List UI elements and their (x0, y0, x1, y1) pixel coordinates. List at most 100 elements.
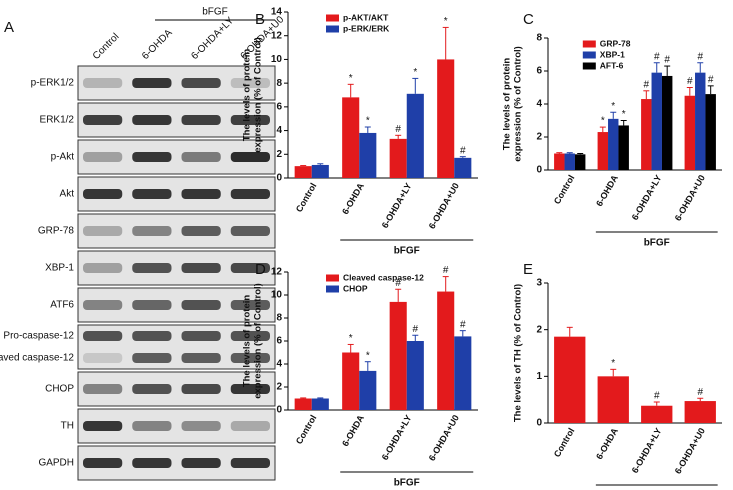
x-tick-label: Control (294, 413, 319, 446)
blot-band (83, 226, 123, 236)
blot-band (83, 189, 123, 199)
legend-swatch (326, 25, 339, 33)
blot-row-label: p-Akt (51, 152, 75, 163)
significance-marker: # (697, 387, 703, 398)
bar (406, 341, 424, 410)
x-tick-label: Control (294, 181, 319, 214)
legend-label: Cleaved caspase-12 (343, 272, 424, 282)
x-tick-label: Control (552, 173, 577, 206)
y-axis-label: The levels of protein (502, 58, 513, 151)
legend-swatch (326, 274, 339, 282)
significance-marker: # (644, 79, 650, 90)
blot-band (230, 353, 270, 363)
bar (705, 94, 716, 170)
significance-marker: # (443, 265, 449, 276)
blot-row-label: Pro-caspase-12 (3, 331, 74, 342)
blot-band (83, 263, 123, 273)
blot-band (132, 331, 172, 341)
significance-marker: * (611, 358, 615, 369)
bar (389, 138, 407, 178)
significance-marker: * (349, 333, 353, 344)
bar (641, 99, 652, 170)
significance-marker: # (460, 319, 466, 330)
blot-band (230, 384, 270, 394)
x-tick-label: 6-OHDA+LY (630, 173, 664, 222)
blot-band (83, 331, 123, 341)
legend-label: AFT-6 (600, 60, 624, 70)
bar (597, 132, 609, 170)
x-tick-label: 6-OHDA (340, 413, 366, 448)
blot-band (230, 263, 270, 273)
blot-band (132, 189, 172, 199)
blot-band (132, 384, 172, 394)
y-tick-label: 8 (536, 33, 542, 44)
significance-marker: # (413, 324, 419, 335)
significance-marker: * (444, 16, 448, 27)
y-tick-label: 6 (276, 336, 282, 347)
bar (359, 132, 377, 178)
blot-band (181, 384, 221, 394)
significance-marker: # (654, 51, 660, 62)
legend-label: XBP-1 (600, 49, 625, 59)
significance-marker: * (601, 116, 605, 127)
blot-band (83, 300, 123, 310)
y-tick-label: 12 (271, 267, 283, 278)
blot-row-label: Akt (60, 189, 75, 200)
y-tick-label: 4 (276, 125, 282, 136)
blot-band (83, 384, 123, 394)
blot-band (181, 152, 221, 162)
bar (342, 352, 360, 410)
bar (597, 376, 629, 423)
blot-band (230, 458, 270, 468)
group-label: bFGF (394, 246, 420, 257)
bar (661, 75, 673, 170)
blot-band (83, 353, 123, 363)
y-tick-label: 2 (536, 324, 542, 335)
significance-marker: # (697, 51, 703, 62)
blot-band (230, 300, 270, 310)
significance-marker: # (460, 145, 466, 156)
bar (608, 118, 619, 170)
blot-band (230, 421, 270, 431)
blot-band (230, 226, 270, 236)
x-tick-label: 6-OHDA+U0 (427, 413, 461, 462)
y-tick-label: 0 (536, 418, 542, 429)
bar (342, 97, 360, 178)
y-tick-label: 0 (536, 165, 542, 176)
bar (454, 157, 472, 178)
bar (554, 336, 586, 423)
blot-band (181, 189, 221, 199)
legend-label: p-ERK/ERK (343, 23, 390, 33)
group-label: bFGF (644, 238, 670, 249)
blot-band (181, 263, 221, 273)
significance-marker: * (413, 67, 417, 78)
blot-band (132, 78, 172, 88)
y-tick-label: 4 (536, 99, 542, 110)
lane-label: 6-OHDA (140, 27, 175, 62)
significance-marker: # (708, 74, 714, 85)
significance-marker: # (395, 278, 401, 289)
blot-row-label: Cleaved caspase-12 (0, 353, 74, 364)
bar (554, 153, 565, 170)
group-label: bFGF (202, 7, 228, 18)
bar (618, 125, 629, 170)
legend-swatch (582, 62, 596, 70)
legend-swatch (582, 40, 596, 48)
bar (564, 153, 575, 170)
panel-label: B (255, 11, 265, 28)
group-label: bFGF (394, 478, 420, 489)
panel-label: E (523, 261, 533, 278)
significance-marker: * (366, 350, 370, 361)
x-tick-label: 6-OHDA+U0 (427, 181, 461, 230)
y-tick-label: 10 (271, 290, 283, 301)
blot-band (83, 458, 123, 468)
blot-row-label: CHOP (45, 384, 74, 395)
blot-band (132, 458, 172, 468)
panel-label: C (523, 11, 534, 28)
bar (294, 398, 312, 410)
bar (695, 72, 706, 170)
blot-row-label: GAPDH (38, 458, 74, 469)
blot-band (230, 189, 270, 199)
x-tick-label: 6-OHDA (594, 426, 620, 461)
